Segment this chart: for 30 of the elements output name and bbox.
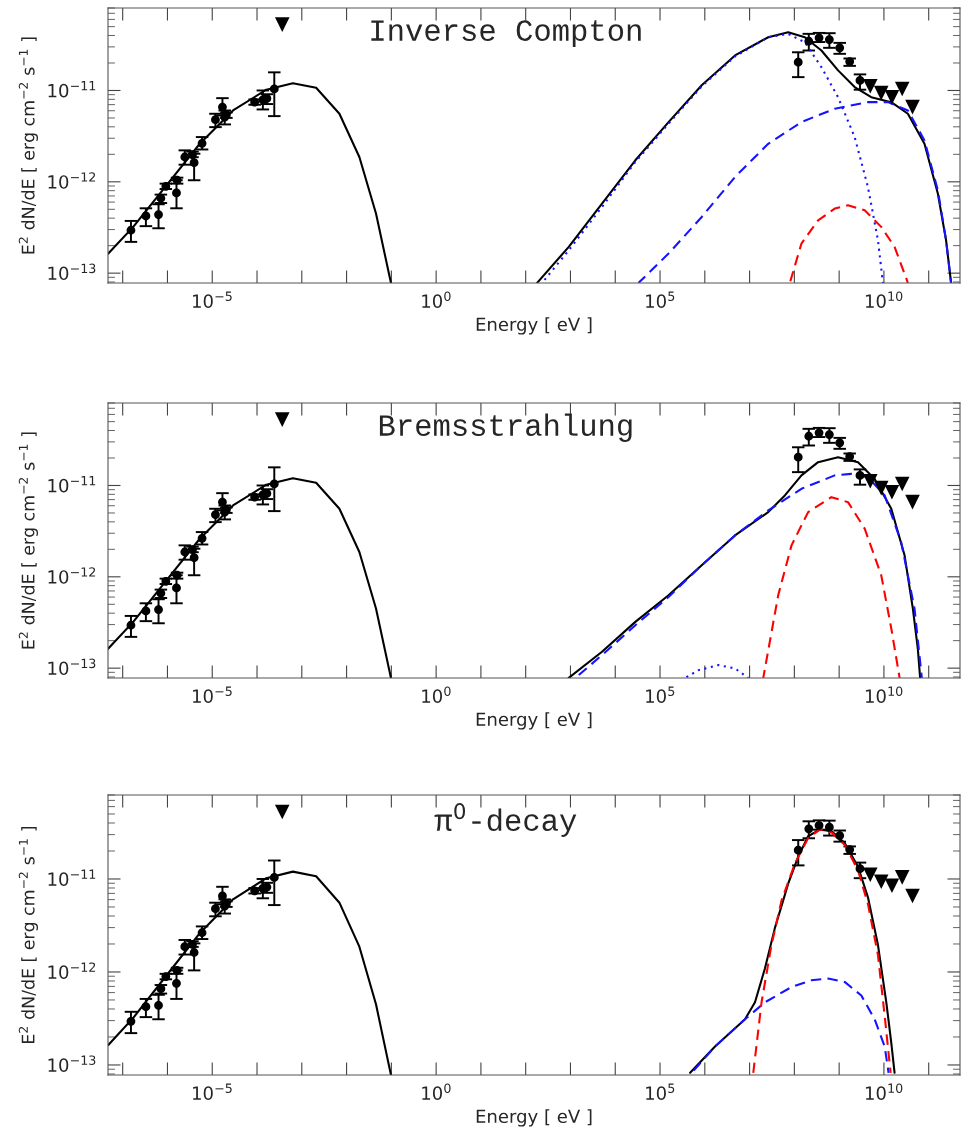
x-tick-label: 10$^{5}$ xyxy=(646,1083,675,1100)
x-tick-label: 10$^{5}$ xyxy=(646,686,675,703)
x-tick-label: 10$^{10}$ xyxy=(865,291,903,308)
x-tick-label: 10$^{10}$ xyxy=(865,686,903,703)
chart-title: Bremsstrahlung xyxy=(379,413,632,442)
y-tick-label: 10$^{−11}$ xyxy=(48,476,96,493)
x-tick-label: 10$^{0}$ xyxy=(422,291,451,308)
y-tick-label: 10$^{−11}$ xyxy=(48,869,96,886)
y-axis-title: E$^{2}$ dN/dE [ erg cm$^{−2}$ s$^{−1}$ ] xyxy=(18,432,39,649)
y-tick-label: 10$^{−11}$ xyxy=(48,81,96,98)
x-axis-title: Energy [ eV ] xyxy=(476,1109,592,1127)
x-tick-label: 10$^{−5}$ xyxy=(193,1083,232,1100)
y-tick-label: 10$^{−12}$ xyxy=(48,962,96,979)
x-tick-label: 10$^{−5}$ xyxy=(193,686,232,703)
chart-title: π$^{0}$-decay xyxy=(434,803,577,837)
x-axis-title: Energy [ eV ] xyxy=(476,712,592,730)
x-tick-label: 10$^{−5}$ xyxy=(193,291,232,308)
y-tick-label: 10$^{−13}$ xyxy=(48,263,96,281)
y-axis-title: E$^{2}$ dN/dE [ erg cm$^{−2}$ s$^{−1}$ ] xyxy=(18,826,39,1044)
y-axis-title: E$^{2}$ dN/dE [ erg cm$^{−2}$ s$^{−1}$ ] xyxy=(18,37,39,254)
y-tick-label: 10$^{−12}$ xyxy=(48,172,96,189)
x-tick-label: 10$^{0}$ xyxy=(422,686,451,703)
x-tick-label: 10$^{5}$ xyxy=(646,291,675,308)
x-tick-label: 10$^{0}$ xyxy=(422,1083,451,1100)
x-axis-title: Energy [ eV ] xyxy=(476,317,592,335)
y-tick-label: 10$^{−13}$ xyxy=(48,1055,96,1072)
y-tick-label: 10$^{−13}$ xyxy=(48,658,96,676)
y-tick-label: 10$^{−12}$ xyxy=(48,567,96,584)
chart-title: Inverse Compton xyxy=(371,20,641,47)
x-tick-label: 10$^{10}$ xyxy=(865,1083,903,1100)
